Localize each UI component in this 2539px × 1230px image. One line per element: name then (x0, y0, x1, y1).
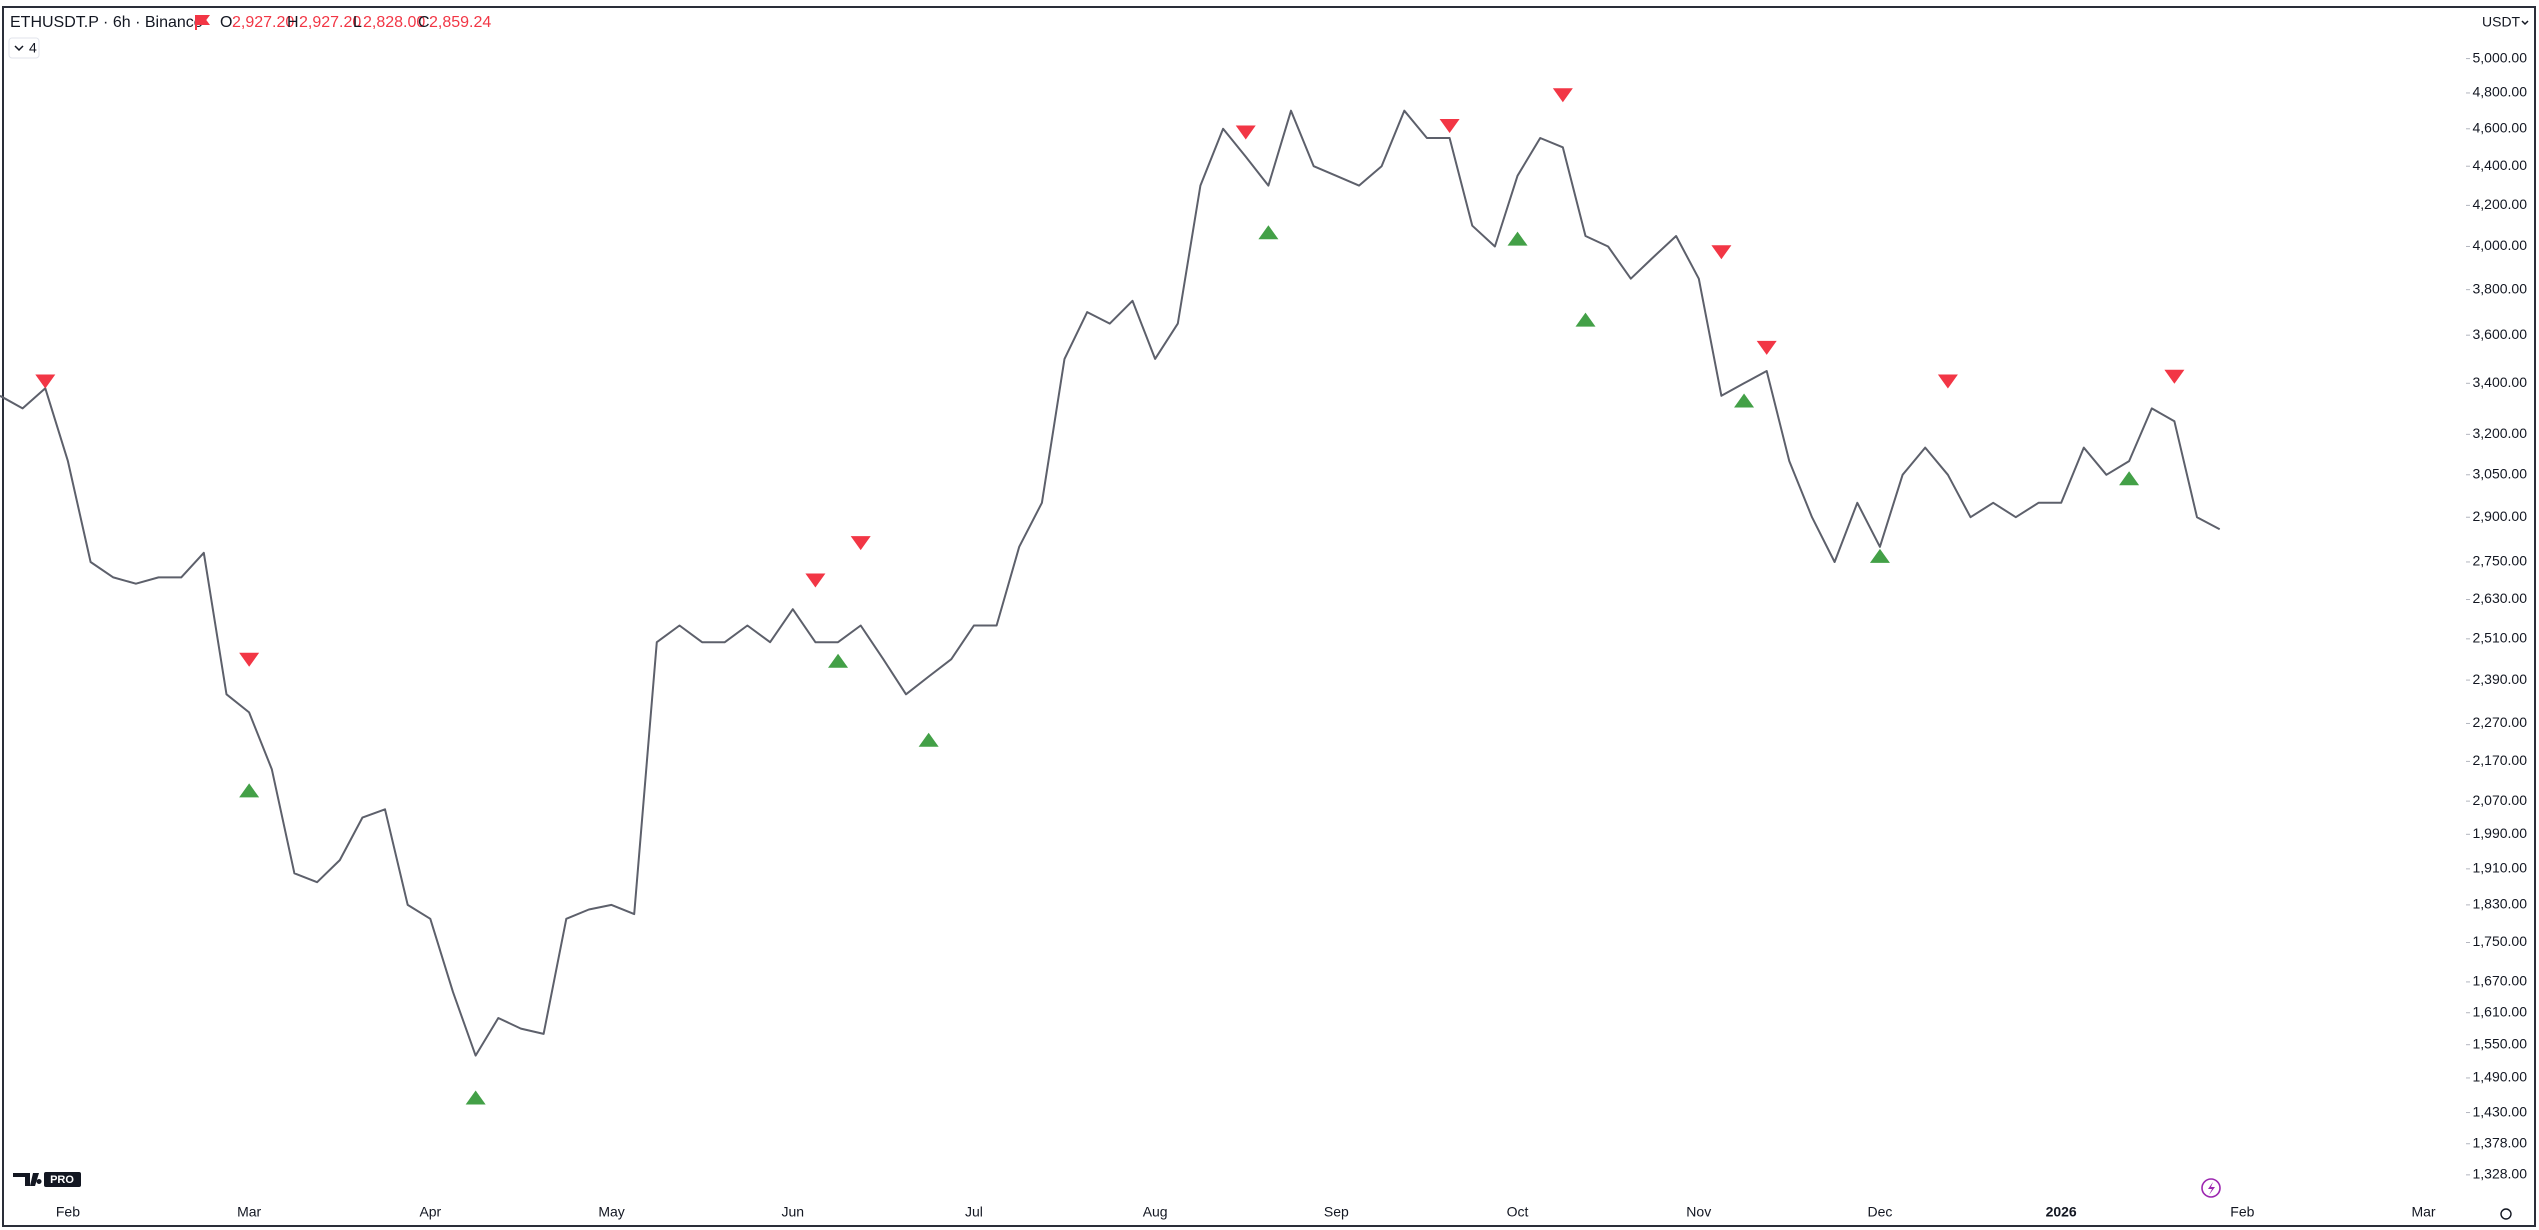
x-tick-label: Jul (965, 1204, 983, 1220)
price-line (0, 109, 2221, 1057)
y-tick-label: 2,630.00 (2473, 590, 2528, 606)
buy-signal (1869, 548, 1890, 563)
ohlc-label: O (220, 14, 232, 31)
y-tick-label: 2,270.00 (2473, 714, 2528, 730)
sell-signal (805, 573, 826, 588)
y-tick-label: 1,750.00 (2473, 933, 2528, 949)
sell-signal (1552, 88, 1573, 103)
x-tick-label: May (598, 1204, 624, 1220)
y-tick-label: 4,600.00 (2473, 119, 2528, 135)
y-tick-label: 2,170.00 (2473, 752, 2528, 768)
x-tick-label: Mar (237, 1204, 261, 1220)
buy-signal (465, 1090, 486, 1105)
y-tick-label: 4,400.00 (2473, 157, 2528, 173)
y-tick-label: 5,000.00 (2473, 49, 2528, 65)
sell-signal (35, 374, 56, 389)
sell-signal (239, 652, 260, 667)
currency-button[interactable]: USDT (2482, 14, 2521, 30)
x-tick-label: 2026 (2046, 1204, 2077, 1220)
ohlc-value: 2,828.00 (363, 14, 425, 31)
y-tick-label: 4,200.00 (2473, 196, 2528, 212)
y-tick-label: 2,070.00 (2473, 792, 2528, 808)
y-tick-label: 2,750.00 (2473, 553, 2528, 569)
y-tick-label: 1,378.00 (2473, 1134, 2528, 1150)
y-tick-label: 1,550.00 (2473, 1035, 2528, 1051)
x-tick-label: Nov (1686, 1204, 1711, 1220)
ohlc-label: C (418, 14, 430, 31)
logo-badge: PRO (50, 1174, 74, 1186)
buy-signal (1258, 225, 1279, 240)
x-tick-label: Mar (2411, 1204, 2435, 1220)
settings-button[interactable] (2500, 1208, 2512, 1220)
y-tick-label: 2,900.00 (2473, 508, 2528, 524)
buy-signal (1575, 312, 1596, 327)
buy-signal (828, 653, 849, 668)
sell-signal (1937, 374, 1958, 389)
y-tick-label: 1,328.00 (2473, 1166, 2528, 1182)
sell-signal (1756, 340, 1777, 355)
x-tick-label: Sep (1324, 1204, 1349, 1220)
sell-signal (1439, 119, 1460, 134)
indicators-count: 4 (29, 40, 37, 56)
buy-signal (1507, 231, 1528, 246)
frame (2, 6, 2536, 1227)
lightning-icon (2208, 1182, 2215, 1195)
y-tick-label: 2,390.00 (2473, 671, 2528, 687)
y-tick-label: 3,600.00 (2473, 326, 2528, 342)
indicators-toggle[interactable] (8, 37, 40, 59)
x-tick-label: Apr (419, 1204, 441, 1220)
y-tick-label: 3,800.00 (2473, 280, 2528, 296)
y-tick-label: 4,800.00 (2473, 84, 2528, 100)
symbol-title[interactable]: ETHUSDT.P · 6h · Binance (10, 14, 203, 31)
ohlc-value: 2,927.20 (232, 14, 294, 31)
x-tick-label: Oct (1507, 1204, 1529, 1220)
ohlc-value: 2,927.20 (299, 14, 361, 31)
buy-signal (918, 732, 939, 747)
ohlc-label: H (287, 14, 299, 31)
buy-signal (1734, 393, 1755, 408)
y-tick-label: 3,050.00 (2473, 465, 2528, 481)
sell-signal (850, 536, 871, 551)
buy-signal (239, 783, 260, 798)
x-tick-label: Jun (781, 1204, 804, 1220)
chevron-icon (14, 45, 24, 52)
flag-icon[interactable] (195, 15, 210, 30)
y-tick-label: 3,400.00 (2473, 374, 2528, 390)
x-tick-label: Aug (1143, 1204, 1168, 1220)
ohlc-label: L (353, 14, 362, 31)
y-tick-label: 1,990.00 (2473, 825, 2528, 841)
sell-signal (2164, 369, 2185, 384)
y-tick-label: 1,490.00 (2473, 1069, 2528, 1085)
x-tick-label: Feb (2230, 1204, 2254, 1220)
y-tick-label: 1,610.00 (2473, 1003, 2528, 1019)
lightning-button[interactable] (2201, 1178, 2221, 1198)
y-tick-label: 1,830.00 (2473, 896, 2528, 912)
y-tick-label: 1,670.00 (2473, 973, 2528, 989)
buy-signal (2119, 471, 2140, 486)
ohlc-value: 2,859.24 (429, 14, 491, 31)
x-tick-label: Dec (1867, 1204, 1892, 1220)
chevron-icon (2521, 20, 2529, 26)
y-tick-label: 1,910.00 (2473, 860, 2528, 876)
tv-logo: PRO (13, 1172, 81, 1187)
sell-signal (1235, 125, 1256, 140)
x-tick-label: Feb (56, 1204, 80, 1220)
sell-signal (1711, 245, 1732, 260)
y-tick-label: 2,510.00 (2473, 630, 2528, 646)
y-tick-label: 3,200.00 (2473, 425, 2528, 441)
y-tick-label: 4,000.00 (2473, 237, 2528, 253)
y-tick-label: 1,430.00 (2473, 1103, 2528, 1119)
